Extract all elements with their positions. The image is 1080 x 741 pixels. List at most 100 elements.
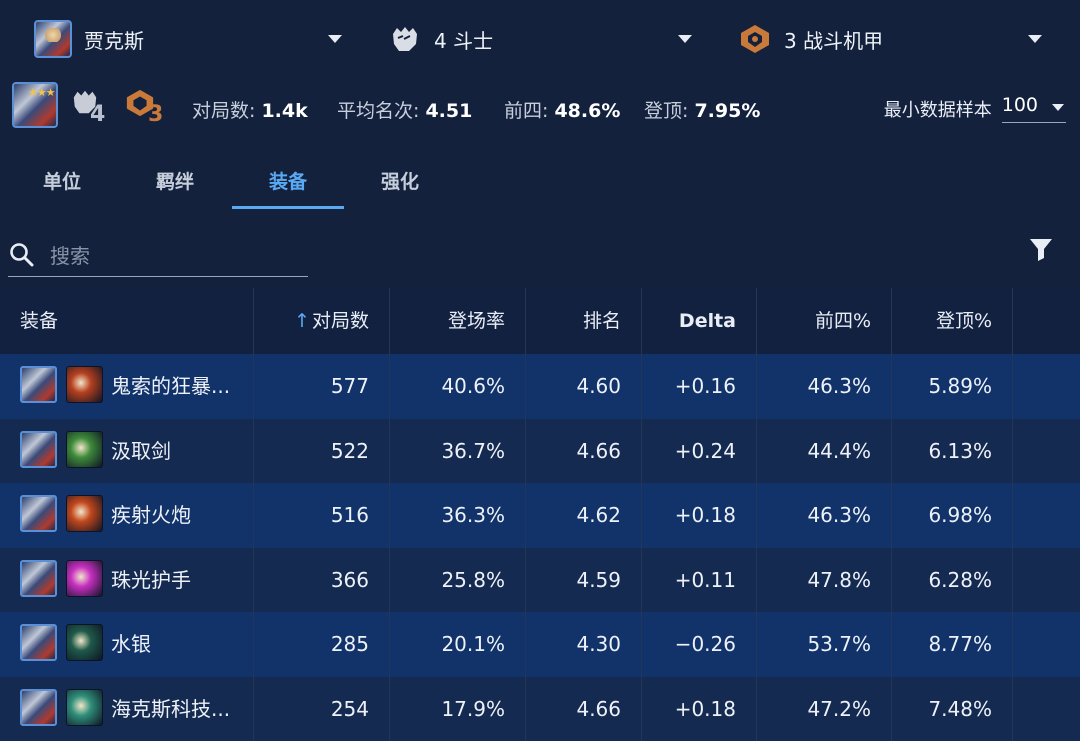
table-row[interactable]: 水银 285 20.1% 4.30 −0.26 53.7% 8.77% [0,612,1080,677]
column-divider [253,288,254,354]
games-label: 对局数: [192,100,256,122]
top4-cell: 47.2% [807,696,871,721]
tab-augments[interactable]: 强化 [380,171,419,193]
champion-portrait-icon [34,20,72,58]
champion-selector-label: 贾克斯 [84,28,144,53]
fist-icon [388,22,422,56]
column-header-top4[interactable]: 前四% [814,310,871,332]
table-header: 装备 ↑ 对局数 登场率 排名 Delta 前四% 登顶% [0,288,1080,354]
delta-cell: −0.26 [674,632,736,657]
column-divider [756,354,757,419]
top4-value: 48.6% [554,100,621,122]
column-divider [891,288,892,354]
table-row[interactable]: 汲取剑 522 36.7% 4.66 +0.24 44.4% 6.13% [0,418,1080,484]
item-icon [66,495,103,533]
top4-stat: 前四: 48.6% [504,96,620,123]
chevron-down-icon [678,35,692,43]
column-divider [389,676,390,741]
column-header-games[interactable]: ↑ 对局数 [253,288,389,354]
fist-icon [73,90,97,114]
column-divider [389,418,390,484]
column-divider [891,547,892,613]
trait-selector-1[interactable]: 4 斗士 [388,14,694,64]
trait-selector-2[interactable]: 3 战斗机甲 [738,14,1044,64]
search-input[interactable]: 搜索 [8,233,308,277]
column-divider [756,288,757,354]
column-divider [253,676,254,741]
min-sample-label: 最小数据样本 [883,99,992,121]
item-cell: 珠光护手 [20,559,191,597]
tab-units[interactable]: 单位 [42,171,81,193]
column-divider [891,483,892,548]
tab-traits[interactable]: 羁绊 [155,171,194,193]
item-icon [66,366,103,403]
column-divider [389,547,390,613]
avg-place-label: 平均名次: [337,100,420,122]
item-cell: 鬼索的狂暴... [20,366,230,403]
column-divider [891,418,892,484]
items-table: 装备 ↑ 对局数 登场率 排名 Delta 前四% 登顶% 鬼索的狂暴... 577… [0,288,1080,741]
win-cell: 6.13% [928,438,992,463]
column-divider [641,547,642,613]
trait-count: 3 [148,102,164,127]
play-rate-cell: 40.6% [441,374,505,398]
column-divider [253,612,254,677]
item-icon [66,430,103,468]
column-header-play-rate[interactable]: 登场率 [447,310,505,332]
column-header-games-label: 对局数 [311,310,369,332]
mech-trait-badge: 3 [124,88,174,128]
champion-portrait-icon [20,624,57,662]
column-divider [389,483,390,548]
fist-trait-badge: 4 [70,88,114,128]
filter-icon[interactable] [1028,236,1054,262]
play-rate-cell: 36.7% [441,438,505,463]
column-divider [756,612,757,677]
table-row[interactable]: 鬼索的狂暴... 577 40.6% 4.60 +0.16 46.3% 5.89% [0,354,1080,419]
column-header-item[interactable]: 装备 [20,310,59,332]
tab-items[interactable]: 装备 [268,171,307,193]
column-divider [253,547,254,613]
item-name: 鬼索的狂暴... [111,374,231,398]
column-header-win[interactable]: 登顶% [935,310,992,332]
min-sample-select[interactable]: 100 [1001,94,1066,123]
item-cell: 水银 [20,624,151,662]
column-divider [641,483,642,548]
games-cell: 254 [330,696,369,721]
column-divider [1012,547,1013,613]
item-name: 水银 [111,632,151,657]
table-row[interactable]: 疾射火炮 516 36.3% 4.62 +0.18 46.3% 6.98% [0,483,1080,548]
champion-portrait-icon [20,559,57,597]
table-body: 鬼索的狂暴... 577 40.6% 4.60 +0.16 46.3% 5.89% 汲取剑 52… [0,354,1080,741]
win-value: 7.95% [694,100,761,122]
champion-portrait-icon [20,430,57,468]
champion-portrait-icon [20,688,57,726]
column-header-delta[interactable]: Delta [678,310,736,332]
column-divider [525,354,526,419]
column-divider [641,418,642,484]
column-divider [756,676,757,741]
delta-cell: +0.18 [674,696,736,721]
trait-selector-1-label: 4 斗士 [434,28,494,53]
tab-bar: 单位 羁绊 装备 强化 [0,155,1080,211]
item-icon [66,624,103,662]
column-divider [253,354,254,419]
column-divider [756,483,757,548]
games-stat: 对局数: 1.4k [192,96,308,123]
column-divider [389,354,390,419]
column-divider [756,547,757,613]
item-cell: 汲取剑 [20,430,171,468]
column-divider [641,676,642,741]
column-divider [1012,483,1013,548]
item-name: 珠光护手 [111,567,191,592]
trait-count: 4 [90,102,106,127]
delta-cell: +0.16 [674,374,736,398]
champion-selector[interactable]: 贾克斯 [34,14,346,64]
item-name: 海克斯科技... [111,696,231,721]
column-divider [525,288,526,354]
column-header-place[interactable]: 排名 [582,310,621,332]
win-cell: 5.89% [928,374,992,398]
table-row[interactable]: 珠光护手 366 25.8% 4.59 +0.11 47.8% 6.28% [0,547,1080,613]
table-row[interactable]: 海克斯科技... 254 17.9% 4.66 +0.18 47.2% 7.48% [0,676,1080,741]
column-divider [1012,612,1013,677]
chevron-down-icon [1052,104,1064,111]
